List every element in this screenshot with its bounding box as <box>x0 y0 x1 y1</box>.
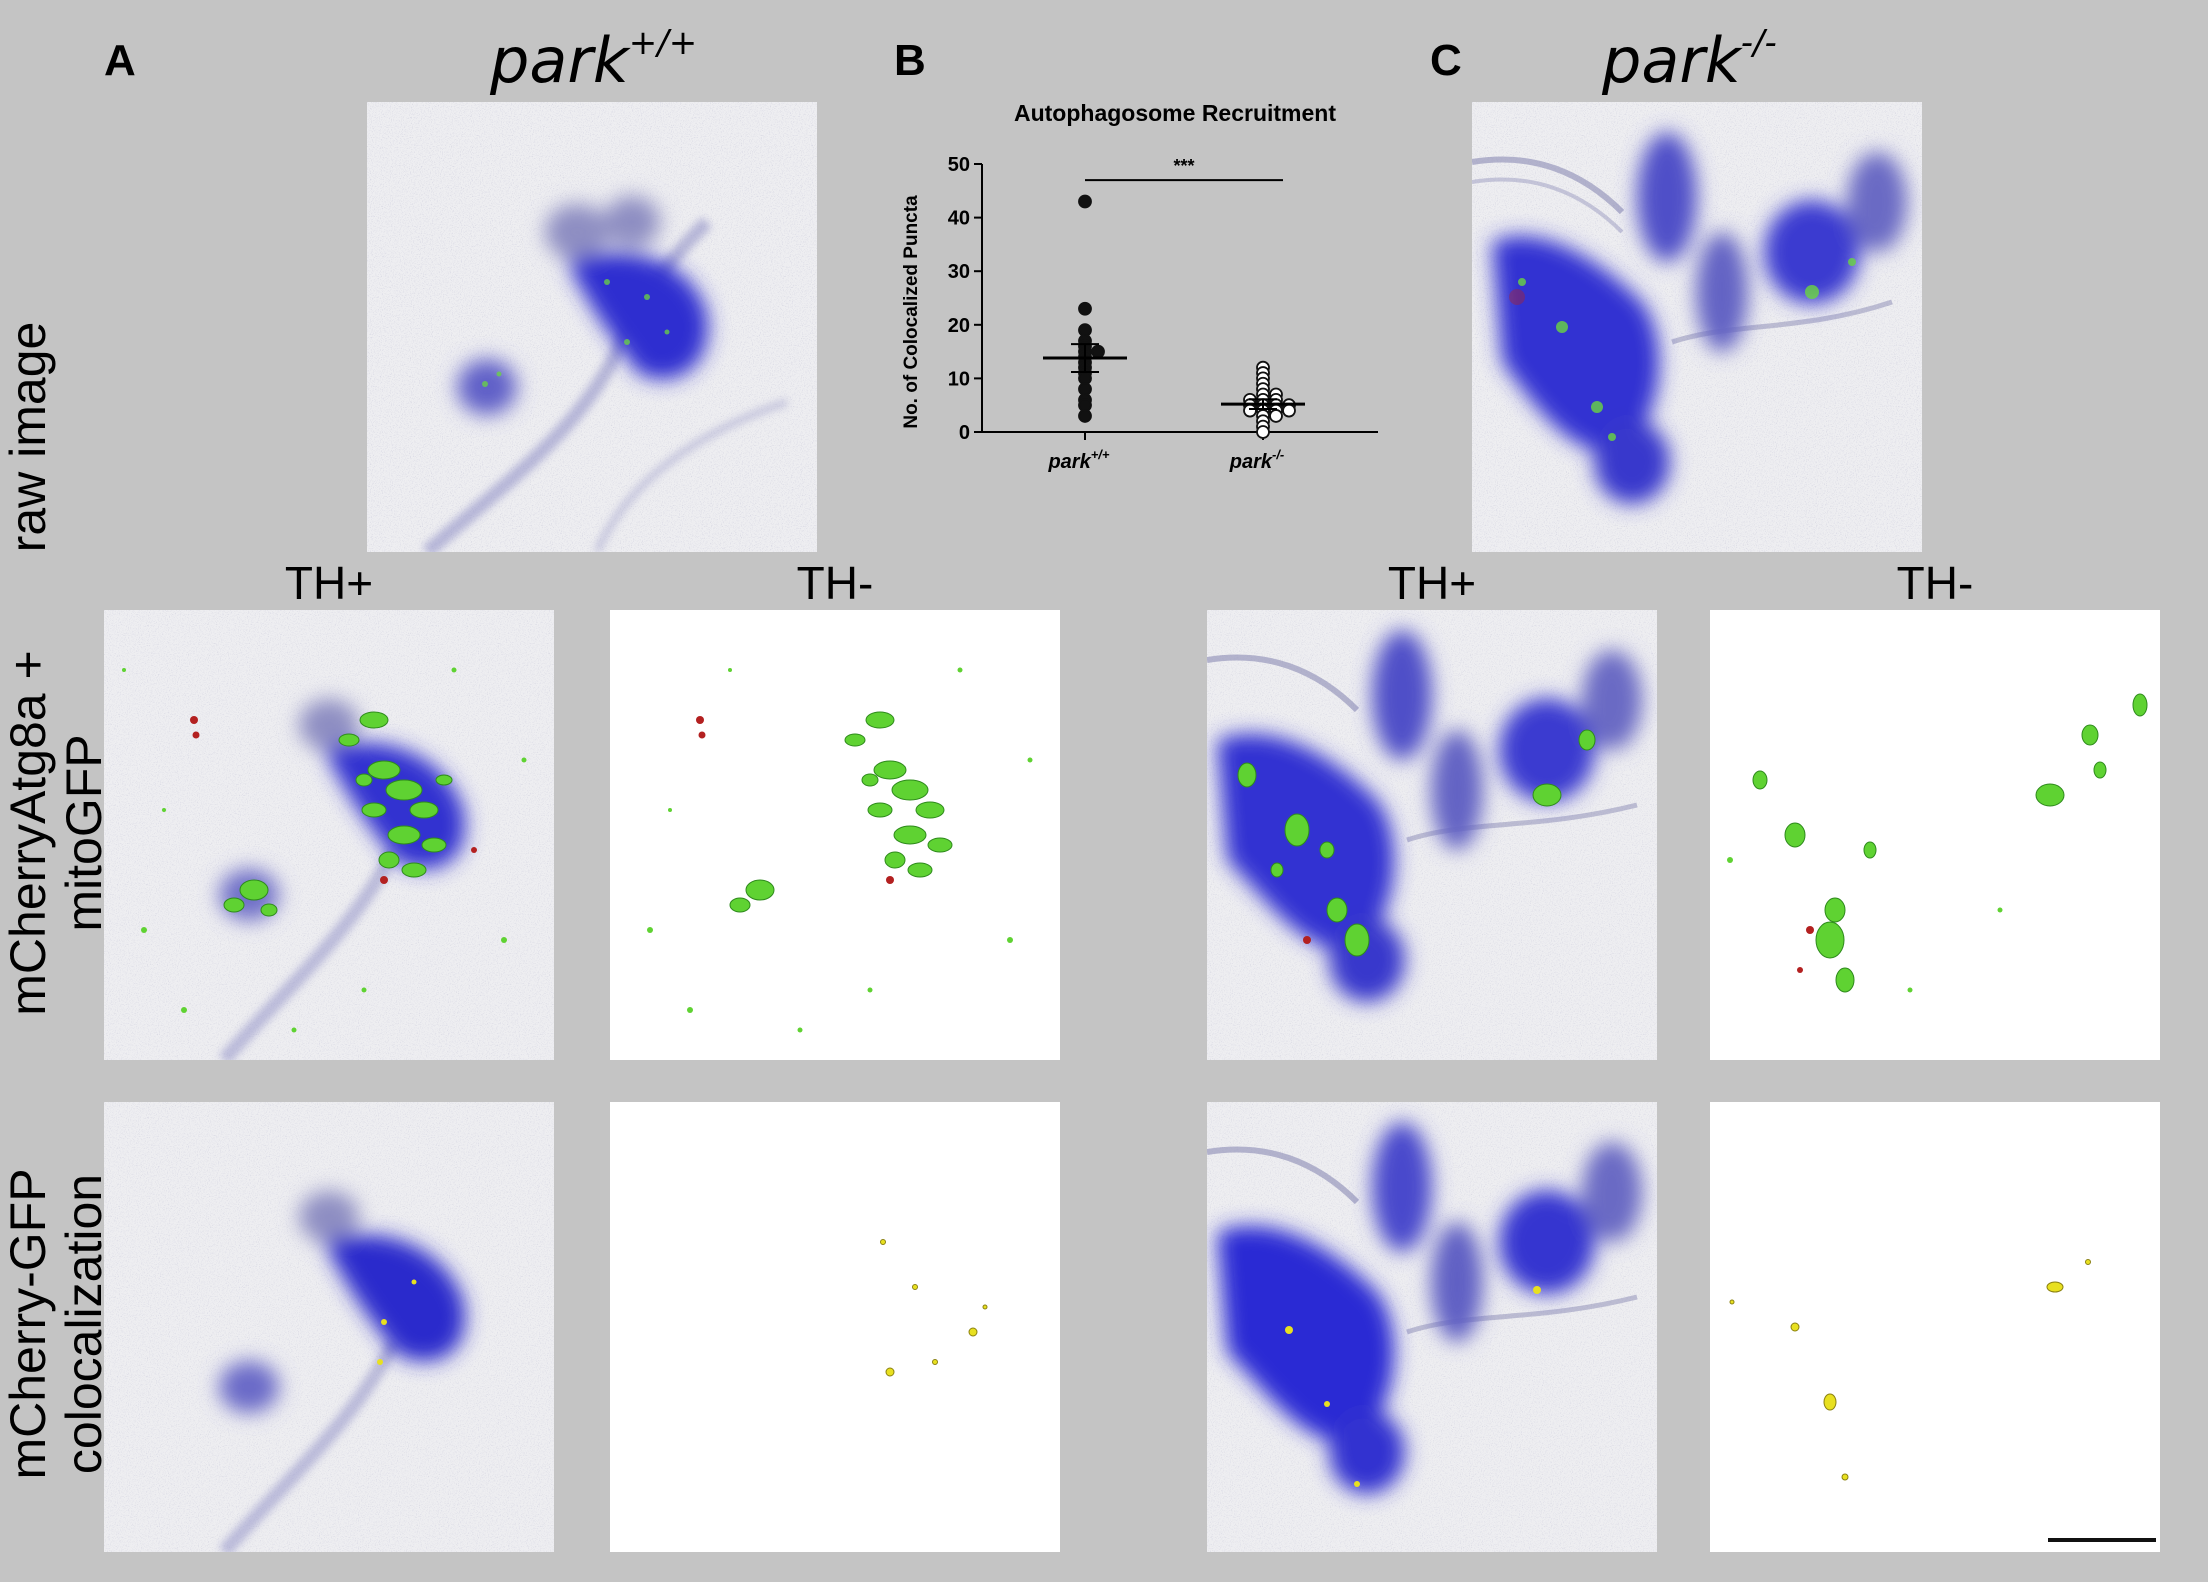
chart-y-tick-label: 10 <box>948 368 970 390</box>
genotype-label-mutant: park-/- <box>1602 23 1777 97</box>
chart-y-tick-label: 50 <box>948 154 970 176</box>
row-label-colocalization: mCherry-GFP colocalization <box>0 1168 112 1480</box>
row-label-raw-image: raw image <box>0 321 56 553</box>
colocalization-scatter-chart: Autophagosome Recruitment No. of Colocal… <box>901 100 1378 473</box>
panel-letter-a: A <box>104 36 136 85</box>
micrograph-c-coloc-th-positive <box>1207 1102 1657 1552</box>
micrograph-a-coloc-th-negative <box>610 1102 1060 1552</box>
chart-data-point <box>1078 409 1092 423</box>
chart-y-tick-label: 40 <box>948 208 970 230</box>
genotype-label-wildtype: park+/+ <box>490 23 698 97</box>
micrograph-c-coloc-th-negative <box>1710 1102 2160 1552</box>
panel-letter-b: B <box>894 36 926 85</box>
micrograph-c-raw <box>1472 102 1922 552</box>
chart-y-tick-label: 30 <box>948 261 970 283</box>
chart-data-point <box>1269 409 1283 423</box>
column-header-c-th-positive: TH+ <box>1387 557 1477 609</box>
chart-data-point <box>1078 194 1092 209</box>
panel-letter-c: C <box>1430 36 1462 85</box>
column-header-c-th-negative: TH- <box>1896 557 1974 609</box>
micrograph-a-raw <box>367 102 817 552</box>
chart-data-point <box>1256 425 1270 439</box>
micrograph-c-mito-th-negative <box>1710 610 2160 1060</box>
chart-y-tick-label: 20 <box>948 315 970 337</box>
chart-y-tick-label: 0 <box>959 422 970 444</box>
row-label-mcherry-mitogfp: mCherryAtg8a + mitoGFP <box>0 650 112 1016</box>
chart-data-point <box>1282 403 1296 418</box>
column-header-a-th-negative: TH- <box>796 557 874 609</box>
chart-data-point <box>1078 301 1092 316</box>
chart-data-point <box>1243 403 1257 418</box>
chart-title: Autophagosome Recruitment <box>1014 100 1336 126</box>
micrograph-a-mito-th-negative <box>610 610 1060 1060</box>
chart-data-point <box>1091 344 1105 359</box>
chart-category-label: park+/+ <box>1047 447 1109 473</box>
micrograph-a-coloc-th-positive <box>104 1102 554 1552</box>
chart-y-axis-label: No. of Colocalized Puncta <box>901 195 922 429</box>
micrograph-a-mito-th-positive <box>104 610 554 1060</box>
chart-significance-label: *** <box>1173 156 1194 176</box>
chart-category-label: park-/- <box>1229 447 1285 473</box>
micrograph-c-mito-th-positive <box>1207 610 1657 1060</box>
column-header-a-th-positive: TH+ <box>284 557 374 609</box>
